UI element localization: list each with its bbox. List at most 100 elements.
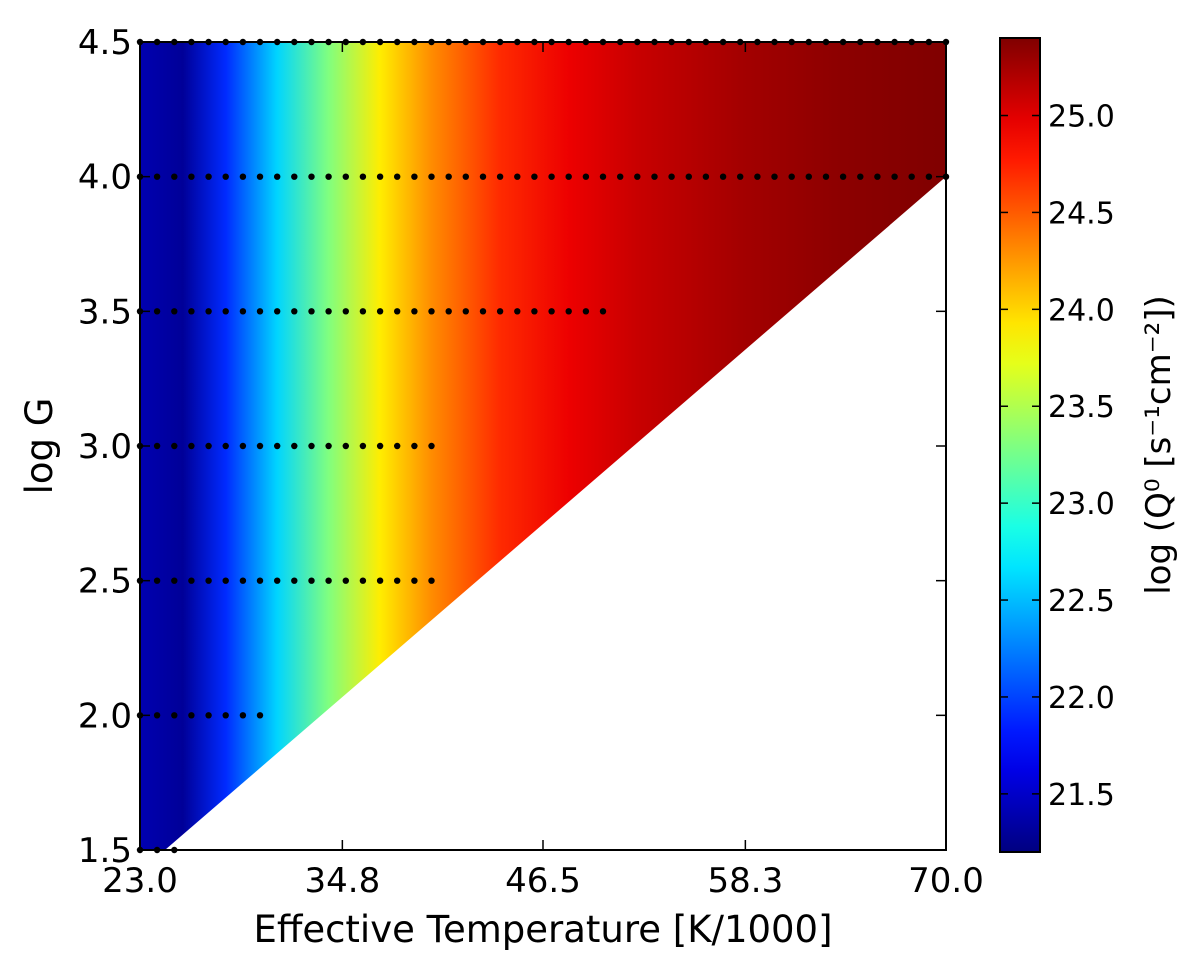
y-tick-label: 2.0 bbox=[78, 696, 132, 736]
grid-point bbox=[153, 308, 161, 315]
grid-point bbox=[325, 173, 332, 180]
colorbar-tick-label: 23.5 bbox=[1048, 390, 1115, 425]
grid-point bbox=[839, 173, 847, 180]
heatmap-plot: 23.0 34.8 46.5 58.3 70.0 1.5 2.0 2.5 3.0 3.5 4.0 4… bbox=[18, 23, 984, 951]
grid-point bbox=[668, 173, 675, 180]
grid-point bbox=[394, 577, 401, 584]
grid-point bbox=[205, 442, 212, 450]
grid-point bbox=[308, 308, 315, 315]
grid-point bbox=[222, 442, 229, 450]
grid-point bbox=[376, 173, 384, 180]
grid-point bbox=[445, 308, 452, 315]
grid-point bbox=[376, 442, 384, 450]
grid-point bbox=[171, 173, 178, 180]
y-axis-label: log G bbox=[18, 398, 61, 495]
grid-point bbox=[617, 173, 624, 180]
y-tick-label: 1.5 bbox=[78, 831, 132, 871]
grid-point bbox=[359, 308, 367, 315]
colorbar-tick-label: 24.0 bbox=[1048, 293, 1115, 328]
colorbar-tick-label: 25.0 bbox=[1048, 100, 1115, 135]
grid-point bbox=[222, 712, 229, 719]
grid-point bbox=[308, 442, 315, 450]
grid-point bbox=[514, 173, 521, 180]
grid-point bbox=[445, 173, 452, 180]
grid-point bbox=[222, 173, 229, 180]
y-axis-ticks: 1.5 2.0 2.5 3.0 3.5 4.0 4.5 bbox=[78, 23, 946, 871]
grid-point bbox=[634, 173, 641, 180]
grid-point bbox=[531, 308, 538, 315]
grid-point bbox=[205, 308, 212, 315]
grid-point bbox=[822, 173, 830, 180]
grid-point bbox=[479, 308, 487, 315]
grid-point bbox=[462, 308, 469, 315]
grid-point bbox=[325, 442, 332, 450]
grid-point bbox=[479, 173, 487, 180]
grid-point bbox=[256, 577, 264, 584]
grid-point bbox=[496, 308, 504, 315]
grid-point bbox=[239, 173, 247, 180]
grid-point bbox=[153, 712, 161, 719]
grid-point bbox=[205, 577, 212, 584]
grid-point bbox=[171, 577, 178, 584]
grid-point bbox=[274, 577, 281, 584]
grid-point bbox=[582, 173, 590, 180]
grid-point bbox=[222, 577, 229, 584]
colorbar-tick-label: 22.0 bbox=[1048, 681, 1115, 716]
y-tick-label: 2.5 bbox=[78, 562, 132, 602]
grid-point bbox=[239, 577, 247, 584]
grid-point bbox=[308, 577, 315, 584]
grid-point bbox=[359, 442, 367, 450]
grid-point bbox=[291, 308, 298, 315]
grid-point bbox=[599, 173, 607, 180]
grid-point bbox=[737, 173, 744, 180]
grid-point bbox=[205, 173, 212, 180]
colorbar-tick-label: 21.5 bbox=[1048, 778, 1115, 813]
grid-point bbox=[651, 173, 658, 180]
grid-point bbox=[394, 173, 401, 180]
grid-point bbox=[428, 442, 435, 450]
grid-point bbox=[891, 173, 898, 180]
grid-point bbox=[342, 308, 349, 315]
grid-point bbox=[239, 712, 247, 719]
grid-point bbox=[256, 712, 264, 719]
grid-point bbox=[394, 308, 401, 315]
grid-point bbox=[325, 577, 332, 584]
grid-point bbox=[188, 308, 195, 315]
grid-point bbox=[256, 308, 264, 315]
colorbar-frame bbox=[999, 37, 1041, 853]
grid-point bbox=[925, 173, 933, 180]
grid-point bbox=[342, 173, 349, 180]
grid-point bbox=[857, 173, 864, 180]
grid-point bbox=[428, 308, 435, 315]
grid-point bbox=[565, 308, 572, 315]
grid-point bbox=[274, 442, 281, 450]
grid-point bbox=[531, 173, 538, 180]
grid-point bbox=[548, 308, 555, 315]
grid-point bbox=[805, 173, 812, 180]
grid-point bbox=[205, 712, 212, 719]
x-tick-label: 23.0 bbox=[102, 861, 178, 901]
grid-point bbox=[771, 173, 778, 180]
y-tick-label: 4.5 bbox=[78, 23, 132, 63]
colorbar-label: log (Q⁰ [s⁻¹cm⁻²]) bbox=[1139, 295, 1179, 595]
grid-point bbox=[496, 173, 504, 180]
grid-point bbox=[719, 173, 727, 180]
grid-point bbox=[274, 308, 281, 315]
colorbar-ticks: 21.5 22.0 22.5 23.0 23.5 24.0 24.5 25.0 bbox=[1000, 100, 1115, 813]
grid-point bbox=[153, 442, 161, 450]
colorbar-tick-label: 24.5 bbox=[1048, 196, 1115, 231]
colorbar-tick-label: 22.5 bbox=[1048, 584, 1115, 619]
grid-point bbox=[291, 173, 298, 180]
grid-point bbox=[342, 577, 349, 584]
grid-point bbox=[376, 577, 384, 584]
grid-point bbox=[188, 442, 195, 450]
grid-point bbox=[411, 308, 418, 315]
grid-point bbox=[788, 173, 795, 180]
grid-point bbox=[171, 442, 178, 450]
grid-point bbox=[188, 712, 195, 719]
grid-point bbox=[171, 308, 178, 315]
x-tick-label: 58.3 bbox=[708, 861, 784, 901]
grid-point bbox=[685, 173, 692, 180]
y-tick-label: 4.0 bbox=[78, 158, 132, 198]
x-tick-label: 70.0 bbox=[908, 861, 984, 901]
